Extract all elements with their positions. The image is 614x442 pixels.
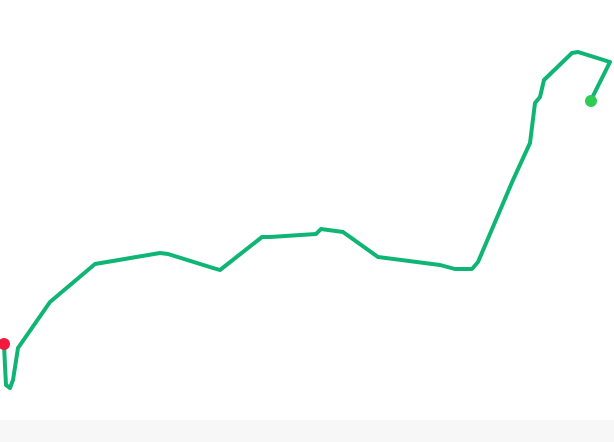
end-marker [585, 95, 597, 107]
bottom-strip [0, 420, 614, 442]
route-line [2, 50, 612, 390]
start-marker [0, 338, 10, 350]
